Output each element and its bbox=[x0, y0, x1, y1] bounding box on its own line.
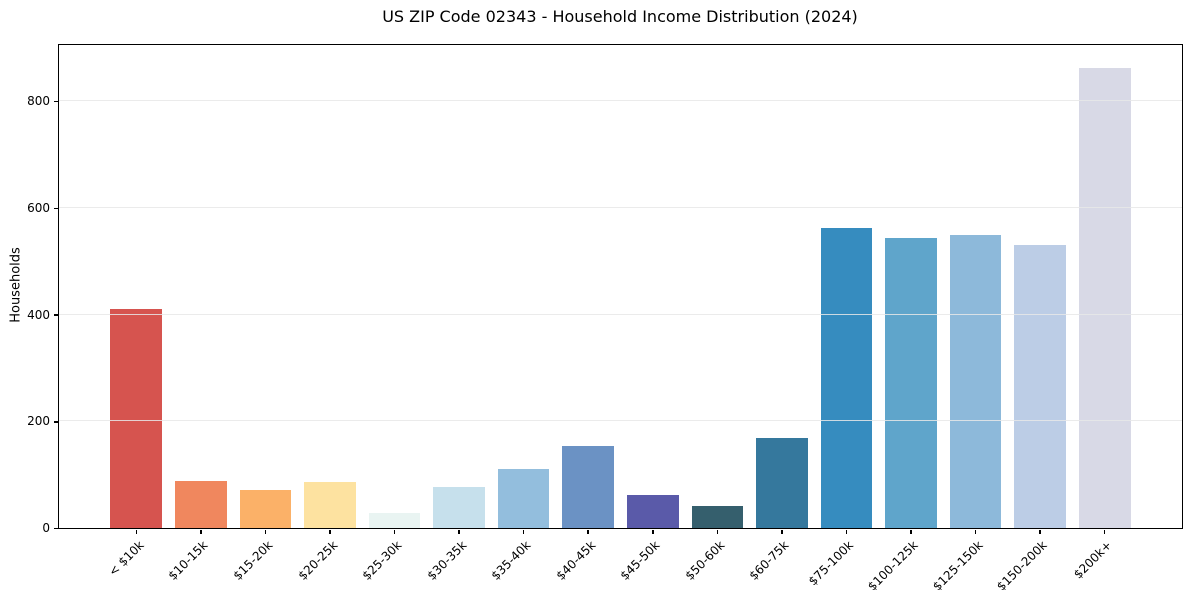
bar-slot: $45-50k bbox=[618, 45, 686, 583]
y-tick-label: 600 bbox=[27, 200, 50, 215]
x-tick-label: < $10k bbox=[105, 538, 147, 579]
x-tick-mark bbox=[522, 529, 525, 534]
bar-$125-150k bbox=[949, 234, 1002, 528]
x-tick-label: $20-25k bbox=[295, 538, 340, 583]
bar-slot: $10-15k bbox=[166, 45, 234, 583]
bar-slot: $60-75k bbox=[747, 45, 815, 583]
x-tick-label: $150-200k bbox=[994, 538, 1051, 590]
bar-$40-45k bbox=[562, 445, 615, 528]
bar-$30-35k bbox=[433, 487, 485, 528]
bar-$60-75k bbox=[756, 438, 808, 528]
x-tick-mark bbox=[135, 529, 138, 534]
bar-slot: $100-125k bbox=[865, 45, 944, 590]
bar-$20-25k bbox=[304, 481, 356, 528]
x-tick-mark bbox=[652, 529, 654, 534]
x-tick-mark bbox=[1039, 529, 1041, 534]
bar-slot: $75-100k bbox=[806, 45, 879, 588]
x-tick-mark bbox=[200, 529, 202, 534]
bar-slot: $20-25k bbox=[295, 45, 363, 583]
x-tick-label: $60-75k bbox=[746, 538, 792, 583]
bars-container: < $10k $10-15k $15-20k $20-25k $25-30k $30-35… bbox=[59, 45, 1182, 590]
x-tick-mark bbox=[974, 529, 977, 534]
chart-title: US ZIP Code 02343 - Household Income Dis… bbox=[382, 7, 858, 26]
bar-slot: $40-45k bbox=[553, 45, 621, 583]
x-tick-mark bbox=[845, 529, 848, 534]
x-tick-label: $15-20k bbox=[230, 538, 276, 583]
x-tick-mark bbox=[1103, 529, 1106, 534]
bar-$15-20k bbox=[239, 490, 292, 528]
x-tick-mark bbox=[910, 529, 912, 534]
x-tick-label: $35-40k bbox=[488, 538, 534, 583]
y-tick-label: 0 bbox=[42, 521, 50, 535]
x-tick-mark bbox=[716, 529, 719, 534]
bar-$35-40k bbox=[497, 468, 550, 528]
bar-$50-60k bbox=[691, 506, 744, 528]
y-tick-mark bbox=[53, 314, 58, 316]
bar-$10-15k bbox=[175, 481, 227, 528]
x-tick-mark bbox=[393, 529, 396, 534]
x-tick-label: $100-125k bbox=[865, 538, 921, 590]
bar-$25-30k bbox=[368, 512, 421, 528]
x-tick-label: $45-50k bbox=[617, 538, 663, 583]
x-tick-label: $125-150k bbox=[929, 538, 986, 590]
bar-slot: $35-40k bbox=[489, 45, 556, 583]
y-tick-mark bbox=[53, 421, 58, 423]
x-tick-label: $10-15k bbox=[165, 538, 211, 583]
y-tick-label: 200 bbox=[27, 414, 50, 429]
plot-area: < $10k $10-15k $15-20k $20-25k $25-30k $30-35… bbox=[58, 44, 1183, 590]
x-tick-mark bbox=[329, 529, 331, 534]
y-tick-mark bbox=[53, 207, 58, 210]
x-tick-label: $50-60k bbox=[682, 538, 728, 583]
x-tick-mark bbox=[781, 529, 783, 534]
x-tick-label: $25-30k bbox=[359, 538, 405, 583]
bar-$200k+ bbox=[1078, 67, 1131, 528]
bar-slot: $30-35k bbox=[424, 45, 492, 583]
bar-slot: $15-20k bbox=[230, 45, 298, 583]
bar-$45-50k bbox=[626, 495, 679, 528]
y-tick-mark bbox=[53, 100, 58, 103]
bar-$150-200k bbox=[1014, 245, 1066, 528]
x-tick-label: $200k+ bbox=[1071, 538, 1115, 582]
bar-slot: $125-150k bbox=[930, 45, 1008, 590]
x-tick-label: $30-35k bbox=[424, 538, 469, 583]
bar-slot: $200k+ bbox=[1071, 45, 1137, 582]
x-tick-label: $40-45k bbox=[553, 538, 599, 583]
bar-< $10k bbox=[110, 309, 163, 528]
bar-slot: < $10k bbox=[104, 45, 169, 579]
bar-slot: $150-200k bbox=[994, 45, 1073, 590]
bar-slot: $50-60k bbox=[682, 45, 750, 583]
x-tick-mark bbox=[458, 529, 460, 534]
bar-slot: $25-30k bbox=[360, 45, 427, 583]
x-tick-mark bbox=[587, 529, 589, 534]
y-tick-label: 800 bbox=[27, 94, 50, 109]
x-tick-mark bbox=[264, 529, 267, 534]
y-tick-mark bbox=[53, 527, 58, 530]
x-tick-label: $75-100k bbox=[806, 538, 857, 589]
y-tick-label: 400 bbox=[27, 307, 50, 322]
bar-$75-100k bbox=[820, 227, 873, 528]
bar-$100-125k bbox=[885, 238, 937, 528]
